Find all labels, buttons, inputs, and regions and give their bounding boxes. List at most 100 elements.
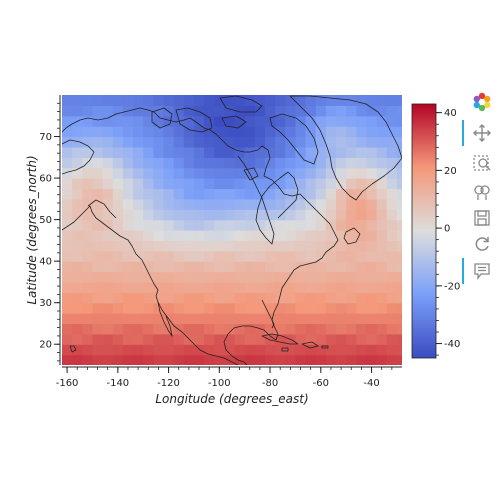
heatmap-cell xyxy=(346,219,357,231)
heatmap-cell xyxy=(346,333,357,345)
heatmap-cell xyxy=(396,95,402,106)
heatmap-cell xyxy=(396,240,402,252)
colorbar-ticks: 40 20 0 -20 -40 xyxy=(436,108,460,356)
heatmap-cell xyxy=(133,136,144,148)
pan-icon[interactable] xyxy=(470,121,494,145)
heatmap-cell xyxy=(224,209,236,221)
heatmap-cell xyxy=(275,188,286,200)
heatmap-cell xyxy=(336,115,347,127)
heatmap-cell xyxy=(72,126,83,138)
heatmap-cell xyxy=(183,188,195,200)
heatmap-cell xyxy=(133,167,144,179)
heatmap-cell xyxy=(386,95,398,106)
heatmap-cell xyxy=(92,95,104,106)
heatmap-cell xyxy=(102,240,114,252)
reset-icon[interactable] xyxy=(470,232,494,256)
heatmap-cell xyxy=(315,344,327,356)
heatmap-cell xyxy=(62,281,73,293)
hover-icon[interactable] xyxy=(470,259,494,283)
heatmap-cell xyxy=(214,354,225,365)
heatmap-cell xyxy=(153,136,165,148)
heatmap-cell xyxy=(346,198,357,210)
heatmap-cell xyxy=(336,240,347,252)
heatmap-cell xyxy=(285,323,297,335)
heatmap-cell xyxy=(305,219,317,231)
heatmap-cell xyxy=(234,333,246,345)
heatmap-cell xyxy=(356,126,368,138)
heatmap-cell xyxy=(234,209,246,221)
heatmap-cell xyxy=(214,219,225,231)
heatmap-cell xyxy=(112,95,124,106)
heatmap-cell xyxy=(133,198,144,210)
heatmap-cell xyxy=(204,354,215,365)
heatmap-cell xyxy=(153,188,165,200)
heatmap-cell xyxy=(193,198,205,210)
heatmap-cell xyxy=(285,292,297,304)
heatmap-cell xyxy=(82,230,94,241)
hover-active-indicator xyxy=(462,258,464,284)
heatmap-cell xyxy=(325,302,337,314)
heatmap-cell xyxy=(366,167,378,179)
heatmap-cell xyxy=(234,240,246,252)
heatmap-cell xyxy=(153,178,165,190)
heatmap-cell xyxy=(224,323,236,335)
heatmap-cell xyxy=(234,198,246,210)
heatmap-cell xyxy=(366,292,378,304)
heatmap-cell xyxy=(336,281,347,293)
heatmap-cell xyxy=(396,344,402,356)
heatmap-cell xyxy=(275,157,286,169)
heatmap-cell xyxy=(143,313,154,325)
heatmap-cell xyxy=(102,271,114,283)
heatmap-cell xyxy=(143,188,154,200)
heatmap-cell xyxy=(386,146,398,158)
heatmap-cell xyxy=(386,157,398,169)
heatmap-cell xyxy=(92,105,104,117)
heatmap-cell xyxy=(143,115,154,127)
heatmap-cell xyxy=(376,126,388,138)
heatmap-cell xyxy=(264,323,276,335)
heatmap-cell xyxy=(214,167,225,179)
heatmap-cell xyxy=(234,313,246,325)
heatmap-cell xyxy=(386,136,398,148)
bokeh-logo-icon[interactable] xyxy=(470,90,494,114)
heatmap-cell xyxy=(224,188,236,200)
heatmap-cell xyxy=(285,198,297,210)
heatmap-cell xyxy=(122,209,134,221)
heatmap-cell xyxy=(264,250,276,262)
heatmap-cell xyxy=(204,146,215,158)
box-zoom-icon[interactable] xyxy=(470,152,494,176)
heatmap-cell xyxy=(275,344,286,356)
wheel-zoom-icon[interactable] xyxy=(470,180,494,204)
heatmap-cell xyxy=(224,178,236,190)
heatmap-cell xyxy=(133,115,144,127)
heatmap-cell xyxy=(112,281,124,293)
heatmap-cell xyxy=(143,209,154,221)
heatmap-cell xyxy=(356,271,368,283)
heatmap-cell xyxy=(295,281,307,293)
heatmap-cell xyxy=(112,271,124,283)
heatmap-cell xyxy=(366,271,378,283)
coastline-cuba xyxy=(261,333,299,345)
heatmap-cell xyxy=(92,354,104,365)
heatmap-cell xyxy=(376,167,388,179)
save-icon[interactable] xyxy=(470,206,494,230)
heatmap-cell xyxy=(224,250,236,262)
heatmap-cell xyxy=(112,240,124,252)
heatmap-cell xyxy=(214,198,225,210)
heatmap-cell xyxy=(396,105,402,117)
heatmap-cell xyxy=(214,209,225,221)
heatmap-cell xyxy=(356,198,368,210)
heatmap-cell xyxy=(244,302,256,314)
heatmap-cell xyxy=(386,115,398,127)
heatmap-cell xyxy=(264,157,276,169)
heatmap-cell xyxy=(376,209,388,221)
heatmap-cell xyxy=(295,354,307,365)
heatmap-cell xyxy=(112,344,124,356)
heatmap-cell xyxy=(62,302,73,314)
heatmap-cell xyxy=(275,230,286,241)
heatmap-cell xyxy=(305,313,317,325)
heatmap-cell xyxy=(214,105,225,117)
heatmap-cell xyxy=(285,281,297,293)
heatmap-cell xyxy=(143,136,154,148)
heatmap-cell xyxy=(72,271,83,283)
